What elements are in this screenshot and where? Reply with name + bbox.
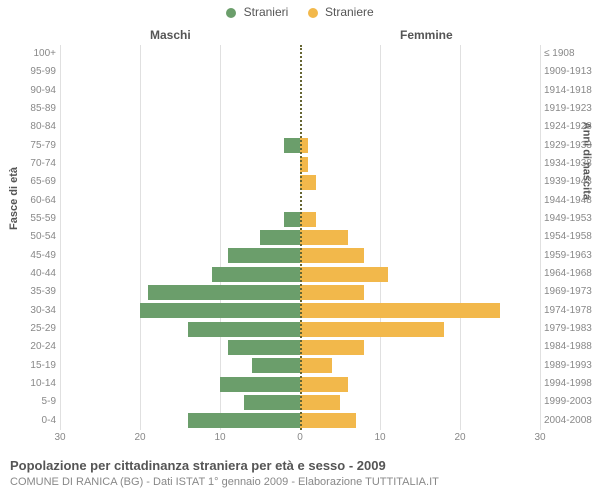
bar-male	[252, 358, 300, 373]
birth-year-label: 1979-1983	[544, 320, 599, 338]
center-line	[300, 45, 302, 430]
age-label: 25-29	[6, 320, 56, 338]
age-label: 20-24	[6, 338, 56, 356]
bar-male	[260, 230, 300, 245]
bar-male	[228, 248, 300, 263]
age-label: 75-79	[6, 137, 56, 155]
age-label: 80-84	[6, 118, 56, 136]
x-tick-label: 20	[454, 432, 465, 443]
bar-female	[300, 212, 316, 227]
birth-year-label: 1949-1953	[544, 210, 599, 228]
bar-male	[244, 395, 300, 410]
x-tick-label: 10	[214, 432, 225, 443]
bar-female	[300, 267, 388, 282]
bar-female	[300, 322, 444, 337]
birth-year-label: 1984-1988	[544, 338, 599, 356]
female-header: Femmine	[400, 28, 453, 42]
age-label: 95-99	[6, 63, 56, 81]
birth-year-label: 1934-1938	[544, 155, 599, 173]
legend-label-male: Stranieri	[244, 5, 289, 19]
pyramid-chart: Stranieri Straniere Maschi Femmine Fasce…	[0, 0, 600, 500]
bar-female	[300, 230, 348, 245]
age-label: 90-94	[6, 82, 56, 100]
birth-year-label: 1989-1993	[544, 357, 599, 375]
age-label: 0-4	[6, 412, 56, 430]
x-tick-label: 10	[374, 432, 385, 443]
bar-female	[300, 175, 316, 190]
legend-item-male: Stranieri	[226, 5, 288, 19]
bar-male	[212, 267, 300, 282]
birth-year-label: 1964-1968	[544, 265, 599, 283]
bar-male	[188, 322, 300, 337]
age-label: 35-39	[6, 283, 56, 301]
birth-year-label: 1999-2003	[544, 393, 599, 411]
legend-swatch-male	[226, 8, 236, 18]
bar-female	[300, 340, 364, 355]
bar-male	[284, 212, 300, 227]
birth-year-label: 1914-1918	[544, 82, 599, 100]
age-label: 30-34	[6, 302, 56, 320]
birth-year-label: 1924-1928	[544, 118, 599, 136]
grid-line	[540, 45, 541, 430]
x-tick-label: 20	[134, 432, 145, 443]
birth-year-label: 1929-1933	[544, 137, 599, 155]
bar-male	[140, 303, 300, 318]
bar-female	[300, 395, 340, 410]
birth-year-label: 1969-1973	[544, 283, 599, 301]
birth-year-label: ≤ 1908	[544, 45, 599, 63]
bar-male	[220, 377, 300, 392]
x-tick-label: 0	[297, 432, 303, 443]
birth-year-label: 1954-1958	[544, 228, 599, 246]
age-label: 5-9	[6, 393, 56, 411]
age-label: 40-44	[6, 265, 56, 283]
bar-male	[228, 340, 300, 355]
birth-year-label: 1959-1963	[544, 247, 599, 265]
age-label: 65-69	[6, 173, 56, 191]
age-label: 50-54	[6, 228, 56, 246]
legend-label-female: Straniere	[325, 5, 374, 19]
age-label: 100+	[6, 45, 56, 63]
bar-male	[284, 138, 300, 153]
male-header: Maschi	[150, 28, 191, 42]
birth-year-label: 1939-1943	[544, 173, 599, 191]
birth-year-label: 1909-1913	[544, 63, 599, 81]
footer-title: Popolazione per cittadinanza straniera p…	[10, 458, 386, 473]
legend-swatch-female	[308, 8, 318, 18]
bar-female	[300, 413, 356, 428]
birth-year-label: 1994-1998	[544, 375, 599, 393]
age-label: 70-74	[6, 155, 56, 173]
birth-year-label: 1919-1923	[544, 100, 599, 118]
birth-year-label: 2004-2008	[544, 412, 599, 430]
bar-female	[300, 377, 348, 392]
birth-year-label: 1974-1978	[544, 302, 599, 320]
bar-female	[300, 248, 364, 263]
birth-year-label: 1944-1948	[544, 192, 599, 210]
legend: Stranieri Straniere	[0, 5, 600, 19]
age-label: 85-89	[6, 100, 56, 118]
footer-subtitle: COMUNE DI RANICA (BG) - Dati ISTAT 1° ge…	[10, 476, 439, 488]
age-label: 10-14	[6, 375, 56, 393]
bar-female	[300, 285, 364, 300]
age-label: 55-59	[6, 210, 56, 228]
x-tick-label: 30	[54, 432, 65, 443]
age-label: 60-64	[6, 192, 56, 210]
legend-item-female: Straniere	[308, 5, 374, 19]
age-label: 45-49	[6, 247, 56, 265]
bar-male	[188, 413, 300, 428]
bar-female	[300, 358, 332, 373]
age-label: 15-19	[6, 357, 56, 375]
plot-area	[60, 45, 540, 430]
x-tick-label: 30	[534, 432, 545, 443]
bar-male	[148, 285, 300, 300]
bar-female	[300, 303, 500, 318]
